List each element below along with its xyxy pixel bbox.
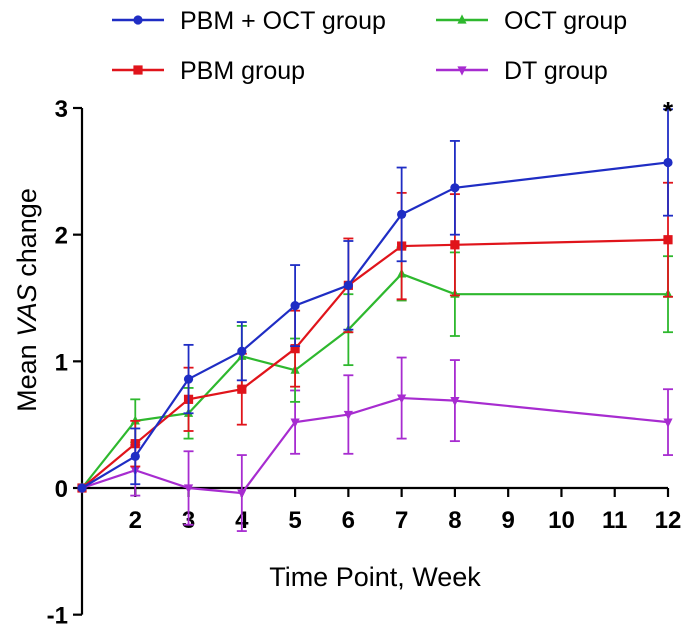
legend-label: OCT group bbox=[504, 7, 627, 35]
legend-label: DT group bbox=[504, 57, 608, 85]
data-point bbox=[290, 418, 300, 428]
y-tick-label: 2 bbox=[55, 223, 68, 250]
legend-marker bbox=[457, 14, 467, 24]
series-group bbox=[77, 108, 673, 532]
data-point bbox=[663, 235, 673, 245]
legend-marker bbox=[133, 15, 143, 25]
y-axis-title-part: Mean bbox=[12, 337, 42, 412]
data-point bbox=[343, 280, 353, 290]
legend-item: OCT group bbox=[436, 7, 627, 35]
y-tick-label: 1 bbox=[55, 349, 68, 376]
legend-label: PBM group bbox=[180, 57, 305, 85]
data-point bbox=[237, 489, 247, 499]
y-tick-label: 3 bbox=[55, 96, 68, 123]
x-tick-label: 11 bbox=[602, 507, 627, 534]
data-point bbox=[237, 384, 247, 394]
series-line bbox=[81, 161, 669, 489]
x-tick-label: 2 bbox=[129, 507, 142, 534]
data-point bbox=[450, 397, 460, 407]
data-point bbox=[450, 183, 460, 193]
y-axis-title: Mean VAS change bbox=[12, 188, 42, 412]
x-tick-label: 8 bbox=[448, 507, 461, 534]
data-point bbox=[130, 415, 140, 425]
data-point bbox=[290, 344, 300, 354]
data-point bbox=[397, 209, 407, 219]
legend-marker bbox=[457, 66, 467, 76]
series-square bbox=[77, 181, 673, 493]
series-line bbox=[81, 238, 669, 489]
x-tick-label: 9 bbox=[502, 507, 515, 534]
series-triangle-up bbox=[77, 246, 673, 492]
legend-item: PBM group bbox=[112, 57, 305, 85]
y-tick-label: 0 bbox=[55, 476, 68, 503]
x-tick-label: 12 bbox=[655, 507, 682, 534]
data-point bbox=[130, 451, 140, 461]
legend-item: DT group bbox=[436, 57, 608, 85]
legend-marker bbox=[133, 65, 143, 75]
series-triangle-down bbox=[77, 356, 673, 532]
axis-labels: Time Point, Week Mean VAS change * bbox=[12, 96, 674, 592]
legend-item: PBM + OCT group bbox=[112, 7, 386, 35]
axes: -1012323456789101112 bbox=[47, 96, 682, 630]
legend: PBM + OCT group PBM group OCT group DT grou… bbox=[112, 7, 627, 85]
x-tick-label: 7 bbox=[395, 507, 408, 534]
data-point bbox=[183, 374, 194, 384]
series-line bbox=[81, 272, 668, 489]
significance-asterisk: * bbox=[663, 96, 674, 126]
y-tick-label: -1 bbox=[47, 603, 68, 630]
x-axis-title: Time Point, Week bbox=[269, 562, 481, 592]
data-point bbox=[290, 301, 300, 311]
series-line bbox=[81, 396, 669, 495]
data-point bbox=[237, 346, 247, 356]
data-point bbox=[77, 483, 87, 493]
x-tick-label: 6 bbox=[342, 507, 355, 534]
data-point bbox=[183, 484, 194, 494]
y-axis-title-part: change bbox=[12, 188, 42, 284]
legend-label: PBM + OCT group bbox=[180, 7, 386, 35]
data-point bbox=[663, 157, 673, 168]
data-point bbox=[450, 240, 460, 250]
x-tick-label: 10 bbox=[548, 507, 575, 534]
data-point bbox=[397, 394, 407, 404]
y-axis-title-part: VAS bbox=[12, 284, 42, 337]
data-point bbox=[343, 410, 353, 421]
series-circle bbox=[77, 108, 673, 493]
x-tick-label: 5 bbox=[288, 507, 301, 534]
data-point bbox=[663, 418, 673, 428]
